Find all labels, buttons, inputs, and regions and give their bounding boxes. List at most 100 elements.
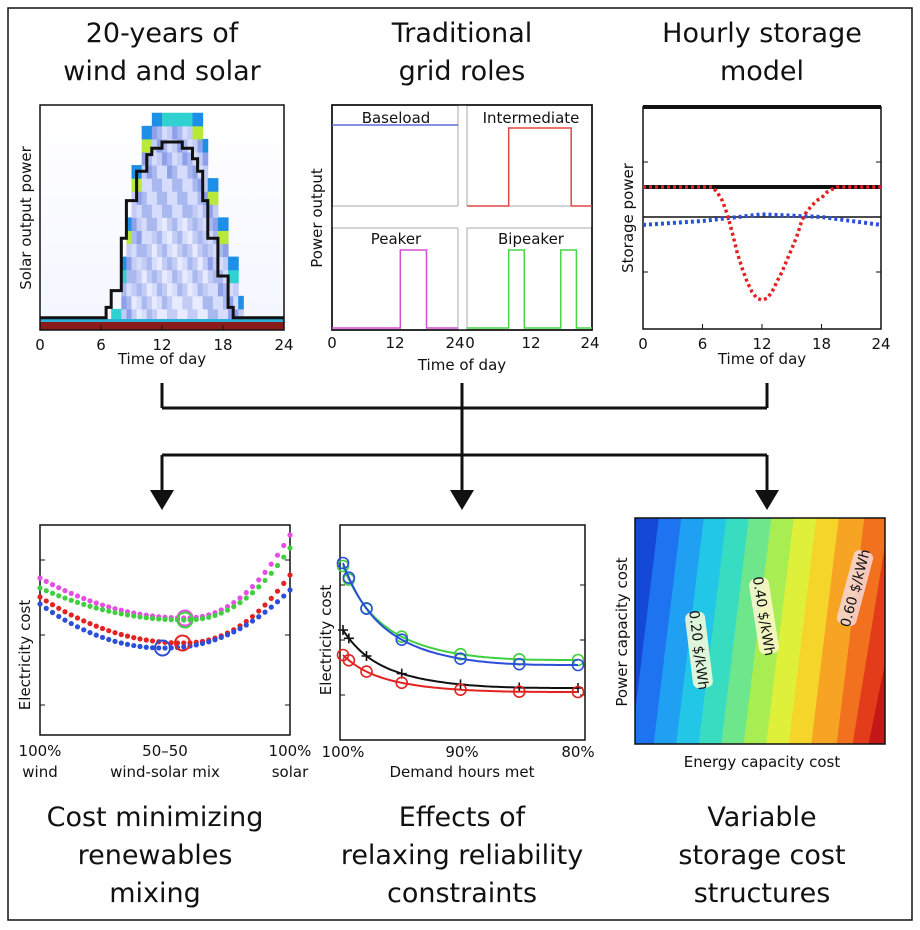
solar-heat-cell [151, 217, 158, 231]
solar-heat-cell [192, 191, 199, 205]
mixing-dot-green [249, 590, 256, 596]
solar-median-profile [40, 140, 284, 320]
title-p6-line1: Variable [707, 802, 816, 833]
mixing-dot-magenta [106, 604, 112, 610]
solar-heat-cell [192, 243, 199, 258]
solar-heat-cell [172, 256, 178, 271]
solar-heat-cell [197, 295, 204, 310]
reliability-xtick-80: 80% [561, 743, 594, 761]
mixing-xtick-right: 100% [269, 742, 312, 760]
solar-heat-cell [167, 217, 173, 231]
solar-heat-cell [151, 243, 158, 258]
solar-heat-cell [167, 230, 173, 245]
solar-heat-cell [146, 282, 153, 297]
reliability-marker-blue [571, 658, 585, 672]
solar-heat-cell [167, 151, 173, 166]
solar-heat-cell [151, 138, 158, 153]
mixing-dot-green [156, 616, 162, 622]
solar-heat-cell [177, 217, 183, 231]
panel-solar: Solar output power 0 6 12 18 24 Time of day [17, 104, 294, 368]
solar-heat-cell [136, 204, 143, 218]
reliability-marker-red [571, 685, 585, 699]
storage-tick-label: 6 [698, 335, 708, 353]
mixing-frame [39, 524, 291, 736]
mixing-dot-blue [287, 587, 293, 593]
solar-heat-cell [126, 282, 132, 297]
mixing-dot-magenta [262, 569, 268, 575]
mixing-dot-green [168, 617, 174, 623]
grid-roles-tick-label: 0 [465, 334, 475, 352]
solar-heat-cell [217, 243, 224, 258]
solar-heat-cell [177, 151, 183, 166]
reliability-xtick-90: 90% [445, 743, 478, 761]
mixing-dot-green [162, 616, 168, 622]
solar-heat-cell [182, 256, 188, 271]
grid-roles-tick-label: 24 [580, 334, 599, 352]
solar-heat-cell [223, 282, 229, 297]
solar-heat-cell [146, 308, 153, 323]
connectors [160, 383, 769, 492]
solar-heat-cell [146, 178, 153, 192]
solar-heat-cell [121, 308, 127, 323]
solar-heat-cell [172, 178, 178, 192]
solar-heat-cell [202, 165, 209, 179]
solar-heat-cell [136, 243, 143, 258]
solar-heat-cell [151, 204, 158, 218]
solar-heat-cell [177, 230, 183, 245]
solar-heat-cell [217, 282, 224, 297]
solar-heat-cell [177, 191, 183, 205]
panel-mixing: Electricity cost 100% 50–50 100% wind wi… [16, 524, 312, 781]
solar-heat-cell [202, 191, 209, 205]
solar-heat-cell [223, 243, 229, 258]
title-p6-line3: structures [694, 878, 831, 909]
mixing-dot-blue [199, 640, 206, 647]
mixing-dot-green [243, 595, 249, 601]
mixing-dot-red [118, 631, 124, 638]
solar-heat-cell [146, 243, 153, 258]
solar-heat-cell [156, 230, 163, 245]
grid-roles-frame-top [331, 104, 593, 331]
solar-heat-cell [207, 204, 214, 218]
mixing-dot-red [174, 640, 181, 646]
mixing-dot-red [143, 637, 149, 643]
solar-heat-cell [182, 295, 188, 310]
solar-heat-cell [126, 230, 132, 245]
solar-heat-cell [167, 269, 173, 284]
mixing-dot-red [62, 609, 68, 615]
reliability-marker-red [395, 676, 409, 690]
mixing-dot-blue [224, 632, 231, 638]
mixing-dot-blue [212, 637, 218, 643]
reliability-frame [339, 524, 586, 741]
title-p4-line2: renewables [78, 840, 233, 871]
solar-tick-label: 6 [96, 336, 106, 354]
solar-heat-cell [156, 178, 163, 192]
solar-heat-cell [172, 112, 178, 127]
solar-heat-cell [121, 282, 127, 297]
solar-heat-cell [162, 308, 168, 323]
solar-night-edge [40, 319, 284, 322]
solar-heat-cell [141, 230, 148, 245]
solar-heat-cell [162, 112, 168, 127]
arrow-left-head [150, 490, 174, 510]
solar-heat-cell [212, 204, 219, 218]
solar-heat-cell [197, 256, 204, 271]
solar-heat-cell [162, 178, 168, 192]
mixing-dot-magenta [81, 595, 87, 602]
solar-heat-cell [141, 243, 148, 258]
mixing-dot-green [199, 616, 206, 622]
solar-heat-cell [156, 204, 163, 218]
mixing-dot-red [249, 613, 256, 620]
mixing-dot-red [93, 623, 99, 629]
solar-heat-cell [228, 308, 234, 323]
mixing-dot-red [124, 633, 131, 639]
mixing-dot-blue [124, 641, 131, 648]
solar-heat-cell [212, 295, 219, 310]
mixing-dot-green [137, 614, 143, 620]
reliability-marker-red [342, 654, 356, 667]
mixing-dot-blue [37, 601, 43, 607]
arrow-mid-head [450, 490, 474, 510]
solar-heat-cell [156, 217, 163, 231]
solar-heat-cell [187, 308, 193, 323]
solar-heat-cell [151, 165, 158, 179]
